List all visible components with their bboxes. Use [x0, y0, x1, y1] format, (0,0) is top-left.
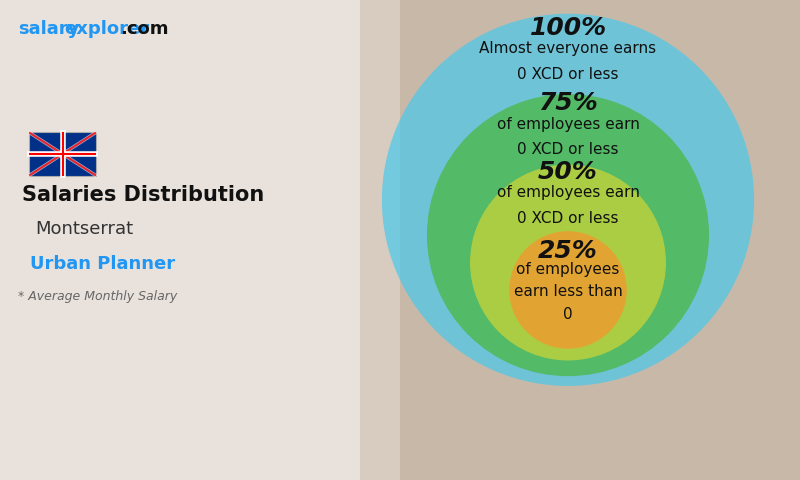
Text: of employees: of employees — [516, 262, 620, 276]
Text: Almost everyone earns: Almost everyone earns — [479, 41, 657, 56]
Text: explorer: explorer — [64, 20, 149, 38]
Text: Urban Planner: Urban Planner — [30, 255, 175, 273]
Circle shape — [382, 14, 754, 386]
FancyBboxPatch shape — [29, 132, 96, 176]
Text: 75%: 75% — [538, 91, 598, 115]
Text: 25%: 25% — [538, 239, 598, 263]
Text: 0 XCD or less: 0 XCD or less — [518, 67, 618, 82]
Text: 0: 0 — [563, 307, 573, 322]
Text: * Average Monthly Salary: * Average Monthly Salary — [18, 290, 178, 303]
Bar — [400, 0, 800, 480]
Text: 50%: 50% — [538, 160, 598, 184]
Text: Montserrat: Montserrat — [35, 220, 133, 238]
Text: of employees earn: of employees earn — [497, 117, 639, 132]
Text: of employees earn: of employees earn — [497, 185, 639, 200]
Circle shape — [470, 165, 666, 360]
Text: 0 XCD or less: 0 XCD or less — [518, 211, 618, 226]
Bar — [0, 0, 360, 480]
Text: .com: .com — [120, 20, 169, 38]
Text: 100%: 100% — [530, 16, 606, 40]
Text: earn less than: earn less than — [514, 284, 622, 299]
Text: salary: salary — [18, 20, 79, 38]
Bar — [0, 0, 400, 480]
Circle shape — [427, 94, 709, 376]
Text: Salaries Distribution: Salaries Distribution — [22, 185, 264, 205]
Text: 0 XCD or less: 0 XCD or less — [518, 142, 618, 157]
Circle shape — [510, 231, 626, 349]
